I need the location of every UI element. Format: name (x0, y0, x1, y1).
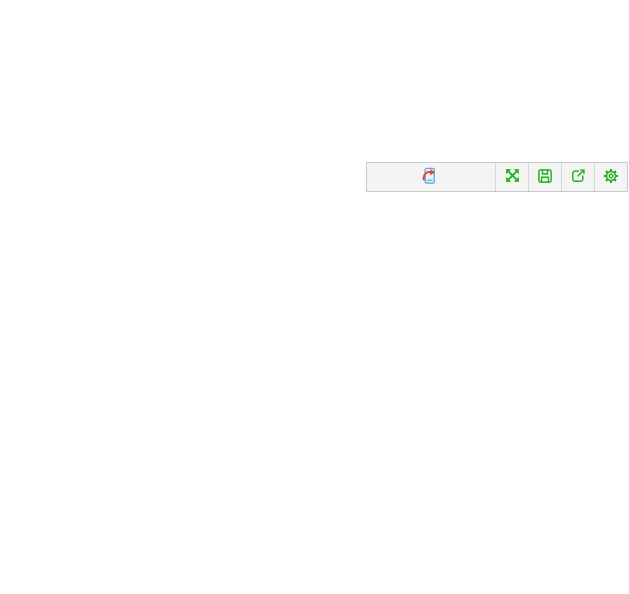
gear-icon (602, 167, 620, 188)
send-to-phone-icon (419, 166, 438, 188)
fullscreen-expand-icon (504, 167, 521, 187)
chart-dt57hs56-2809 (315, 195, 629, 385)
send-to-phone-button[interactable] (367, 163, 495, 191)
share-icon (569, 167, 587, 188)
chart-dt57hs56-2009 (0, 195, 315, 385)
plot-area (0, 42, 300, 192)
save-floppy-icon (536, 167, 554, 188)
chart-dt57hs41-2004 (0, 0, 315, 195)
save-image-button[interactable] (528, 163, 561, 191)
settings-button[interactable] (594, 163, 627, 191)
chart-dt57hs80-4022 (315, 385, 629, 594)
plot-area (315, 237, 615, 387)
plot-area (0, 413, 300, 563)
fullscreen-button[interactable] (495, 163, 528, 191)
chart-dt57hs80-3015 (0, 385, 315, 594)
share-button[interactable] (561, 163, 594, 191)
plot-area (315, 413, 615, 563)
plot-area (0, 237, 300, 387)
image-toolbar (366, 162, 628, 192)
